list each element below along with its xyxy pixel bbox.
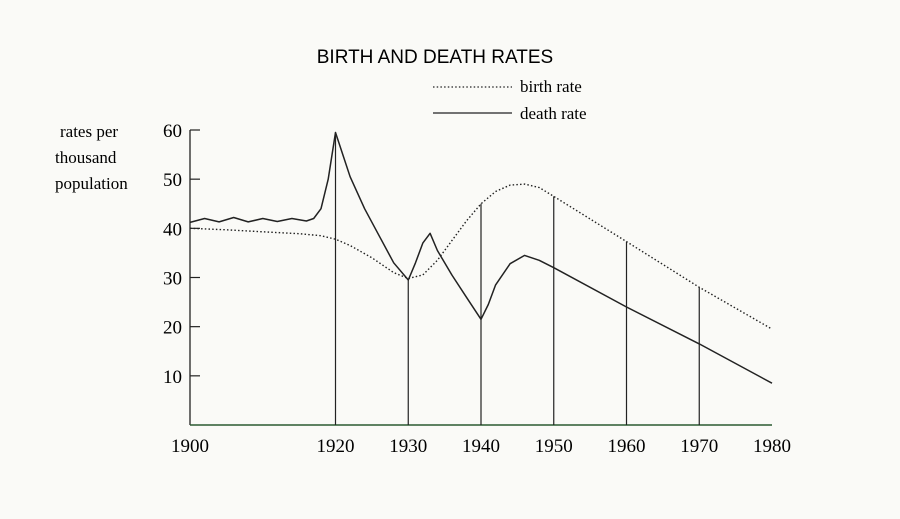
y-tick-label: 60 bbox=[163, 121, 182, 142]
x-tick-label: 1970 bbox=[680, 436, 718, 457]
y-axis-label-line-2: thousand bbox=[55, 148, 117, 167]
y-tick-label: 20 bbox=[163, 318, 182, 339]
x-tick-label: 1960 bbox=[608, 436, 646, 457]
y-axis-label-line-1: rates per bbox=[60, 122, 118, 141]
y-tick-label: 10 bbox=[163, 367, 182, 388]
series-line-death-rate bbox=[189, 131, 773, 384]
x-tick-label: 1900 bbox=[171, 436, 209, 457]
y-axis-label-line-3: population bbox=[55, 174, 128, 193]
y-tick-label: 50 bbox=[163, 170, 182, 191]
y-tick-label: 40 bbox=[163, 219, 182, 240]
legend: birth rate death rate bbox=[433, 77, 587, 123]
x-tick-label: 1930 bbox=[389, 436, 427, 457]
x-tick-label: 1920 bbox=[317, 436, 355, 457]
x-tick-label: 1950 bbox=[535, 436, 573, 457]
x-tick-label: 1980 bbox=[753, 436, 791, 457]
x-tick-label: 1940 bbox=[462, 436, 500, 457]
legend-birth-rate-label: birth rate bbox=[520, 77, 582, 96]
legend-death-rate-label: death rate bbox=[520, 104, 587, 123]
y-tick-label: 30 bbox=[163, 269, 182, 290]
chart-title: BIRTH AND DEATH RATES bbox=[317, 47, 553, 68]
